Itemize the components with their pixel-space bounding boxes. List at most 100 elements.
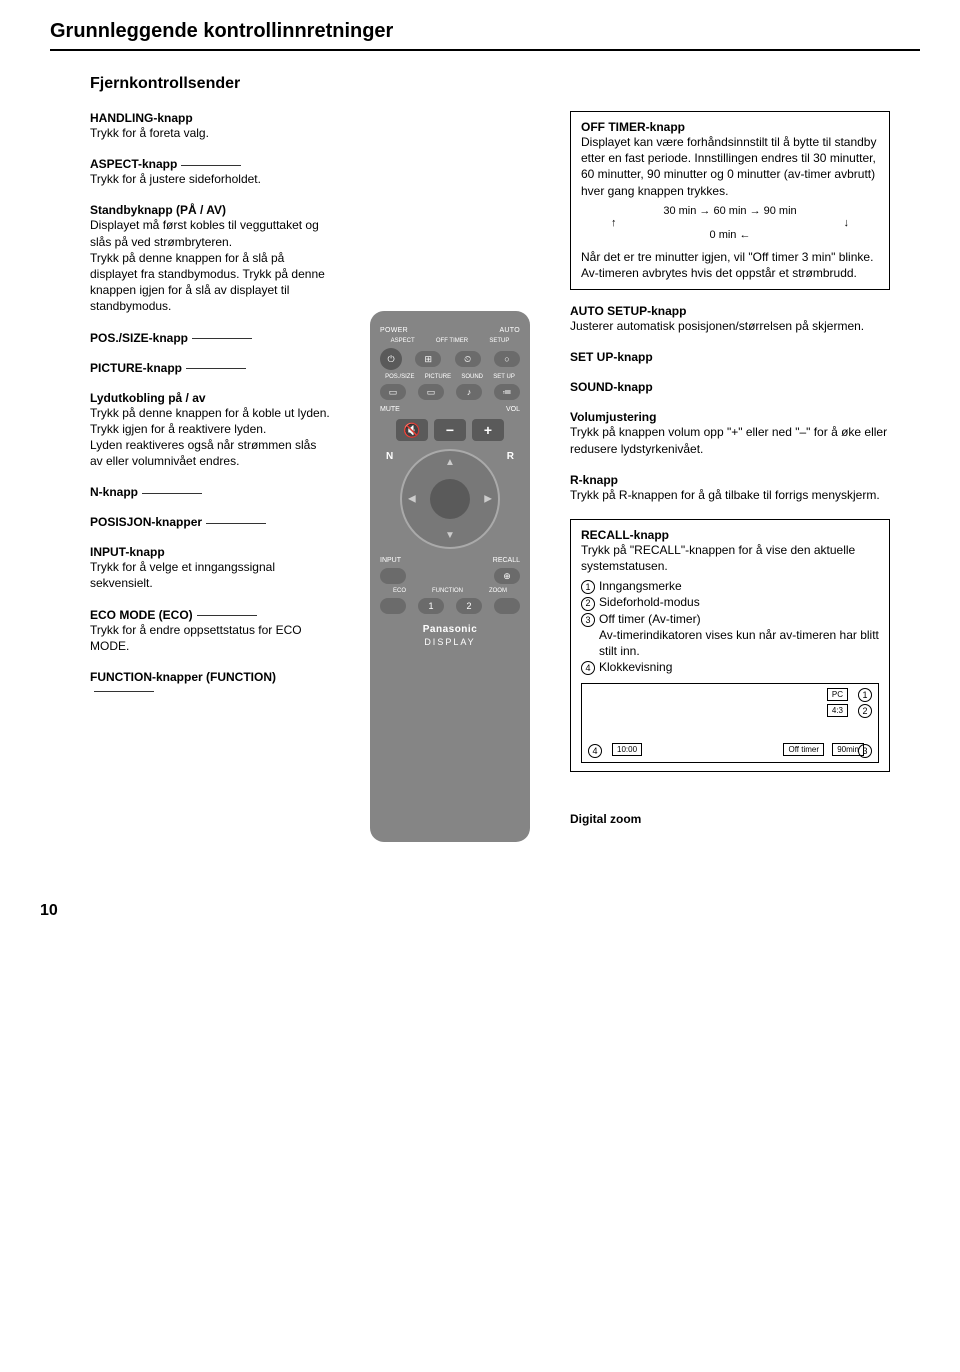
offtimer-note: Når det er tre minutter igjen, vil "Off …	[581, 249, 879, 281]
offtimer-title: OFF TIMER-knapp	[581, 120, 879, 134]
recall-title: RECALL-knapp	[581, 528, 879, 542]
recall-box: RECALL-knapp Trykk på "RECALL"-knappen f…	[570, 519, 890, 773]
brand-sublabel: DISPLAY	[380, 637, 520, 647]
input-text: Trykk for å velge et inngangssignal sekv…	[90, 559, 330, 591]
picture-sublabel: PICTURE	[425, 374, 451, 380]
eco-button[interactable]	[380, 598, 406, 614]
eco-text: Trykk for å endre oppsettstatus for ECO …	[90, 622, 330, 654]
setup2-sublabel: SET UP	[493, 374, 515, 380]
status-time: 10:00	[612, 743, 642, 756]
status-offtimer: Off timer	[783, 743, 824, 756]
zoom-title: Digital zoom	[570, 812, 890, 826]
page-title: Grunnleggende kontrollinnretninger	[50, 20, 920, 51]
picture-title: PICTURE-knapp	[90, 361, 330, 375]
setup-sublabel: SETUP	[489, 338, 509, 344]
volume-title: Volumjustering	[570, 410, 890, 424]
dpad-down-icon: ▼	[445, 530, 455, 541]
center-column: POWER AUTO ASPECT OFF TIMER SETUP ⏻ ⊞ ⏲ …	[340, 111, 560, 842]
aspect-title: ASPECT-knapp	[90, 157, 330, 171]
vol-up-button[interactable]: +	[472, 419, 504, 441]
r-label: R	[507, 451, 514, 462]
volume-block: Volumjustering Trykk på knappen volum op…	[570, 410, 890, 456]
input-button[interactable]	[380, 568, 406, 584]
r-title: R-knapp	[570, 473, 890, 487]
sound-sublabel: SOUND	[461, 374, 483, 380]
handling-block: HANDLING-knapp Trykk for å foreta valg.	[90, 111, 330, 141]
setup-button[interactable]: ≔	[494, 384, 520, 400]
sound-block: SOUND-knapp	[570, 380, 890, 394]
zoom-label: ZOOM	[489, 588, 507, 594]
setup-title: SET UP-knapp	[570, 350, 890, 364]
function-title: FUNCTION-knapper (FUNCTION)	[90, 670, 330, 698]
vol-down-button[interactable]: −	[434, 419, 466, 441]
function-block: FUNCTION-knapper (FUNCTION)	[90, 670, 330, 698]
status-diagram: PC 4:3 10:00 Off timer 90min 1 2 3 4	[581, 683, 879, 763]
aspect-text: Trykk for å justere sideforholdet.	[90, 171, 330, 187]
possize-button[interactable]: ▭	[380, 384, 406, 400]
vol-label: VOL	[506, 406, 520, 413]
function1-button[interactable]: 1	[418, 598, 444, 614]
input-title: INPUT-knapp	[90, 545, 330, 559]
auto-label: AUTO	[499, 327, 520, 334]
offtimer-button[interactable]: ⏲	[455, 351, 481, 367]
function2-button[interactable]: 2	[456, 598, 482, 614]
possize-title: POS./SIZE-knapp	[90, 331, 330, 345]
autosetup-block: AUTO SETUP-knapp Justerer automatisk pos…	[570, 304, 890, 334]
timer-flow: 30 min → 60 min → 90 min ↑↓ 0 min ←	[581, 205, 879, 241]
position-title: POSISJON-knapper	[90, 515, 330, 529]
dpad[interactable]: ▲ ▼ ◀ ▶	[400, 449, 500, 549]
content-columns: HANDLING-knapp Trykk for å foreta valg. …	[40, 111, 920, 842]
aspect-button[interactable]: ⊞	[415, 351, 441, 367]
standby-block: Standbyknapp (PÅ / AV) Displayet må førs…	[90, 203, 330, 314]
page-number: 10	[40, 902, 920, 920]
brand-label: Panasonic	[380, 624, 520, 635]
zoom-button[interactable]	[494, 598, 520, 614]
picture-block: PICTURE-knapp	[90, 361, 330, 375]
dpad-up-icon: ▲	[445, 457, 455, 468]
position-block: POSISJON-knapper	[90, 515, 330, 529]
mute-title: Lydutkobling på / av	[90, 391, 330, 405]
n-title: N-knapp	[90, 485, 330, 499]
remote-control: POWER AUTO ASPECT OFF TIMER SETUP ⏻ ⊞ ⏲ …	[370, 311, 530, 842]
aspect-block: ASPECT-knapp Trykk for å justere sidefor…	[90, 157, 330, 187]
zoom-block: Digital zoom	[570, 812, 890, 826]
possize-sublabel: POS./SIZE	[385, 374, 414, 380]
setup-block: SET UP-knapp	[570, 350, 890, 364]
n-label: N	[386, 451, 393, 462]
offtimer-box: OFF TIMER-knapp Displayet kan være forhå…	[570, 111, 890, 290]
handling-title: HANDLING-knapp	[90, 111, 330, 125]
sound-button[interactable]: ♪	[456, 384, 482, 400]
handling-text: Trykk for å foreta valg.	[90, 125, 330, 141]
autosetup-title: AUTO SETUP-knapp	[570, 304, 890, 318]
r-text: Trykk på R-knappen for å gå tilbake til …	[570, 487, 890, 503]
possize-block: POS./SIZE-knapp	[90, 331, 330, 345]
mute-text: Trykk på denne knappen for å koble ut ly…	[90, 405, 330, 470]
mute-block: Lydutkobling på / av Trykk på denne knap…	[90, 391, 330, 470]
offtimer-text: Displayet kan være forhåndsinnstilt til …	[581, 134, 879, 199]
recall-text: Trykk på "RECALL"-knappen for å vise den…	[581, 542, 879, 574]
power-button[interactable]: ⏻	[380, 348, 402, 370]
offtimer-sublabel: OFF TIMER	[436, 338, 468, 344]
autosetup-button[interactable]: ○	[494, 351, 520, 367]
status-pc: PC	[827, 688, 848, 701]
standby-title: Standbyknapp (PÅ / AV)	[90, 203, 330, 217]
eco-label: ECO	[393, 588, 406, 594]
eco-block: ECO MODE (ECO) Trykk for å endre oppsett…	[90, 608, 330, 654]
n-block: N-knapp	[90, 485, 330, 499]
aspect-sublabel: ASPECT	[391, 338, 415, 344]
section-subtitle: Fjernkontrollsender	[90, 75, 920, 93]
recall-button[interactable]: ⊕	[494, 568, 520, 584]
recall-list: 1Inngangsmerke 2Sideforhold-modus 3Off t…	[581, 578, 879, 675]
input-label: INPUT	[380, 557, 401, 564]
eco-title: ECO MODE (ECO)	[90, 608, 330, 622]
mute-button[interactable]: 🔇	[396, 419, 428, 441]
status-ratio: 4:3	[827, 704, 848, 717]
dpad-enter-button[interactable]	[430, 479, 470, 519]
picture-button[interactable]: ▭	[418, 384, 444, 400]
power-label: POWER	[380, 327, 408, 334]
input-block: INPUT-knapp Trykk for å velge et inngang…	[90, 545, 330, 591]
volume-text: Trykk på knappen volum opp "+" eller ned…	[570, 424, 890, 456]
right-column: OFF TIMER-knapp Displayet kan være forhå…	[560, 111, 890, 842]
left-column: HANDLING-knapp Trykk for å foreta valg. …	[40, 111, 340, 842]
dpad-right-icon: ▶	[484, 494, 492, 505]
